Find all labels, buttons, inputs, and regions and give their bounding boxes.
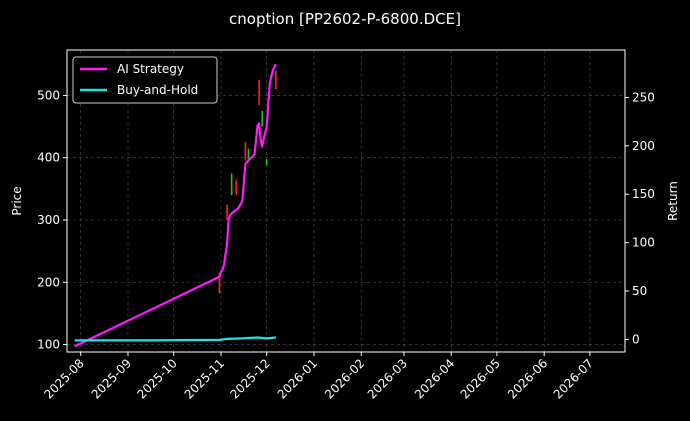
series-line-1	[74, 336, 277, 342]
x-tick-label: 2026-03	[365, 356, 410, 401]
legend-label: Buy-and-Hold	[117, 83, 198, 97]
x-tick-label: 2026-06	[505, 356, 550, 401]
y-right-tick-label: 200	[632, 139, 655, 153]
x-tick-label: 2025-12	[227, 356, 272, 401]
chart-title: cnoption [PP2602-P-6800.DCE]	[229, 10, 461, 28]
y-right-tick-label: 50	[632, 284, 647, 298]
x-tick-label: 2025-09	[89, 356, 134, 401]
x-tick-label: 2025-10	[134, 356, 179, 401]
series-lines	[74, 63, 277, 348]
x-tick-label: 2026-07	[551, 356, 596, 401]
legend-box	[72, 56, 218, 104]
x-tick-label: 2025-11	[182, 356, 227, 401]
x-tick-label: 2025-08	[41, 356, 86, 401]
x-tick-label: 2026-02	[322, 356, 367, 401]
grid	[67, 50, 625, 352]
y-left-tick-label: 300	[37, 213, 60, 227]
x-axis: 2025-08 2025-09 2025-10 2025-11 2025-12 2026-…	[41, 352, 596, 402]
y-right-tick-label: 100	[632, 236, 655, 250]
y-right-tick-label: 150	[632, 187, 655, 201]
y-right-tick-label: 250	[632, 90, 655, 104]
legend: AI Strategy Buy-and-Hold	[72, 56, 218, 104]
legend-label: AI Strategy	[117, 62, 184, 76]
y-left-label: Price	[10, 186, 24, 215]
y-right-tick-label: 0	[632, 332, 640, 346]
x-tick-label: 2026-01	[275, 356, 320, 401]
x-tick-label: 2026-04	[412, 356, 457, 401]
y-right-axis: 0 50 100 150 200 250	[625, 90, 655, 346]
y-right-label: Return	[666, 181, 680, 221]
plot-frame	[66, 49, 626, 353]
y-left-tick-label: 200	[37, 275, 60, 289]
series-line-0	[74, 63, 277, 348]
y-left-tick-label: 400	[37, 151, 60, 165]
x-tick-label: 2026-05	[458, 356, 503, 401]
y-left-axis: 100 200 300 400 500	[37, 88, 67, 352]
y-left-tick-label: 500	[37, 88, 60, 102]
y-left-tick-label: 100	[37, 338, 60, 352]
